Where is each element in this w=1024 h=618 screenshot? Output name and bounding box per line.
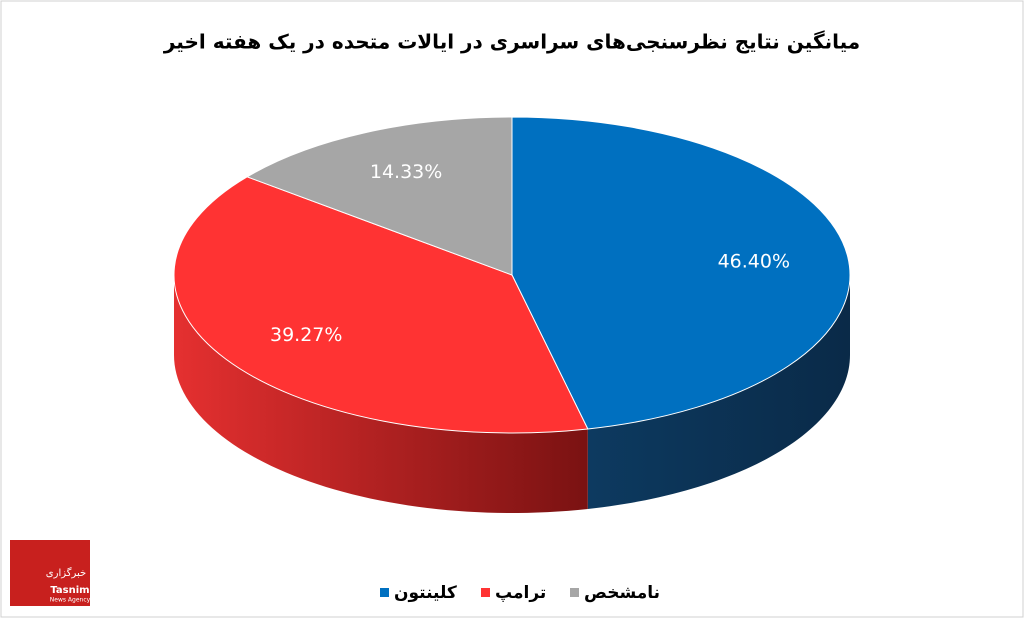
- chart-title: میانگین نتایج نظرسنجی‌های سراسری در ایال…: [163, 30, 860, 54]
- legend-label: نامشخص: [584, 583, 660, 603]
- legend-swatch: [570, 588, 579, 597]
- slice: [511, 116, 851, 430]
- legend-label: ترامپ: [495, 583, 546, 603]
- slice: [245, 116, 513, 276]
- logo-box: [10, 540, 90, 606]
- legend-label: کلینتون: [394, 583, 457, 603]
- slice-side: [174, 275, 588, 513]
- legend-swatch: [380, 588, 389, 597]
- value-label: 46.40%: [718, 251, 790, 273]
- legend-swatch: [481, 588, 490, 597]
- value-label: 14.33%: [370, 161, 442, 183]
- value-label: 39.27%: [270, 324, 342, 346]
- logo-label: خبرگزاری: [46, 567, 86, 579]
- logo-tagline: News Agency: [50, 597, 91, 604]
- logo: خبرگزاری Tasnim News Agency: [10, 540, 91, 606]
- slice-side: [587, 275, 850, 509]
- logo-name: Tasnim: [50, 585, 89, 596]
- legend: کلینتون ترامپ نامشخص: [380, 583, 660, 603]
- pie: 46.40% 39.27% 14.33%: [173, 116, 851, 513]
- slice: [173, 176, 589, 434]
